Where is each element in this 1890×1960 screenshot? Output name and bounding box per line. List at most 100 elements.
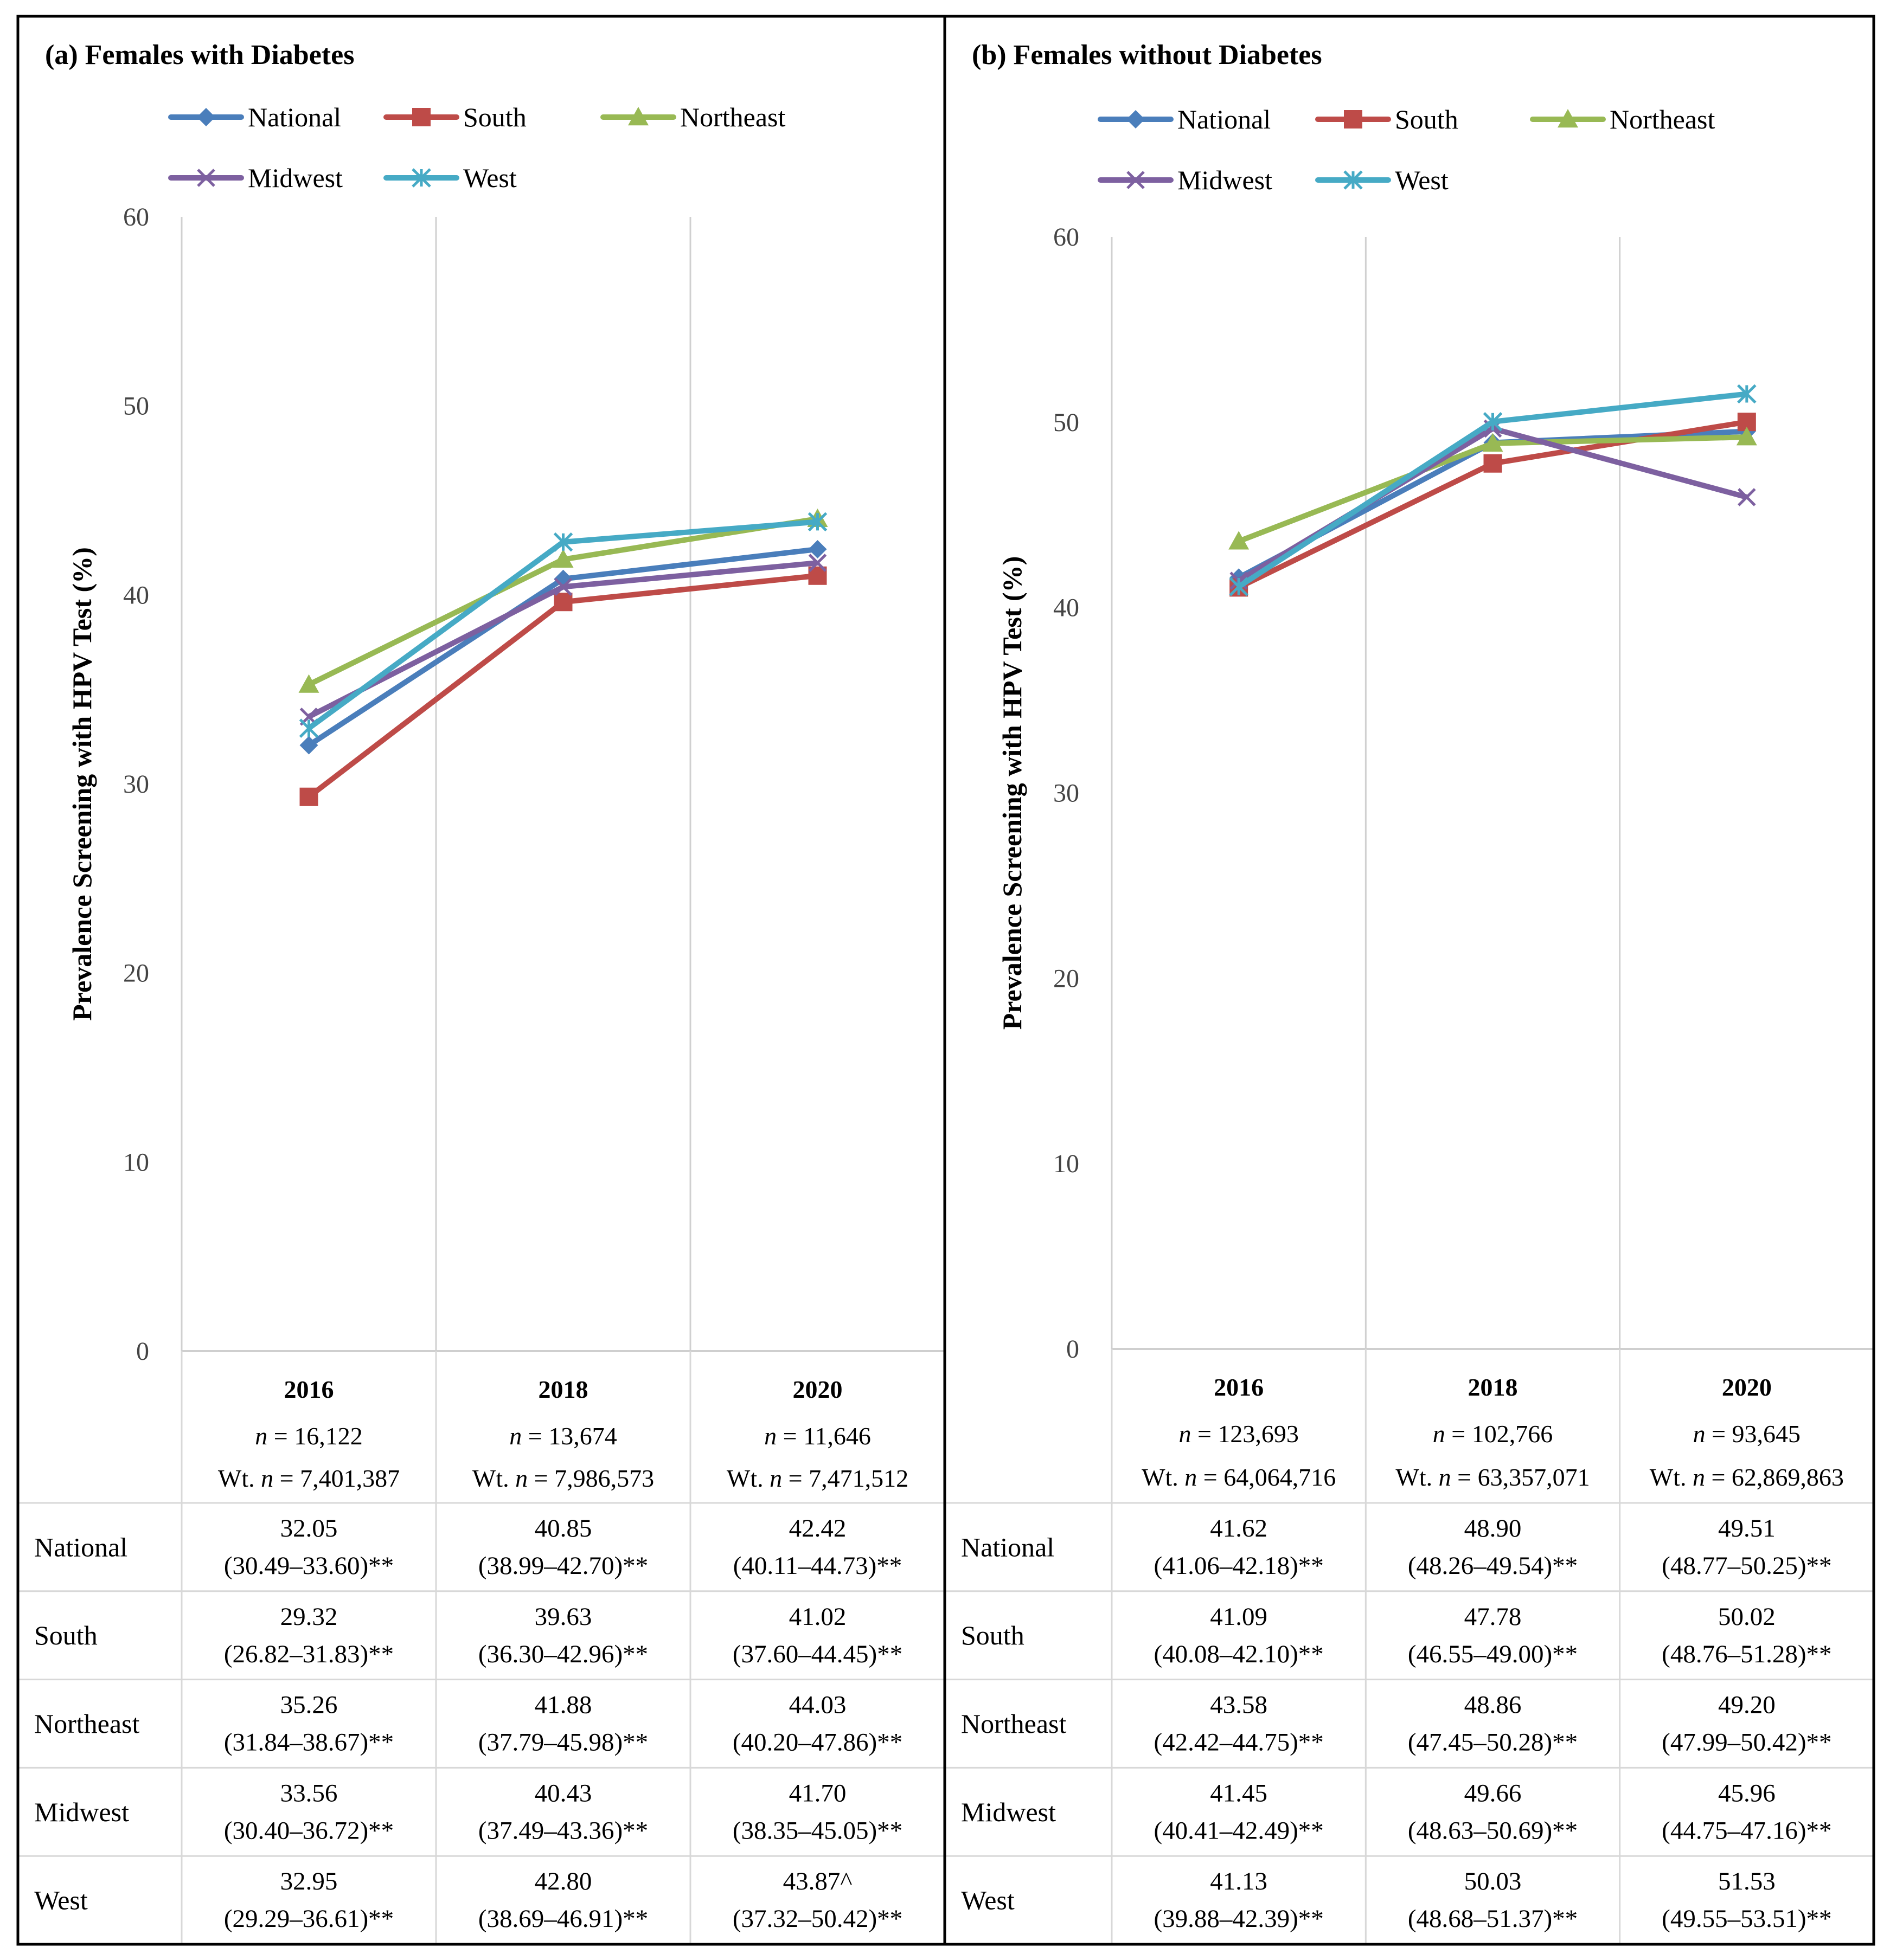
table-cell-ci: (31.84–38.67)** [224,1728,394,1757]
y-tick-label: 60 [123,203,149,232]
series-west [299,512,828,738]
y-tick-label: 10 [1053,1149,1079,1178]
table-cell-value: 41.45 [1210,1779,1267,1807]
table-cell-ci: (37.49–43.36)** [478,1816,648,1845]
legend-item-south: South [383,102,527,132]
point-midwest-2018 [554,577,573,596]
legend-marker-south [412,108,431,126]
table-cell-ci: (40.20–47.86)** [733,1728,902,1757]
point-northeast-2016 [1228,531,1250,550]
table-cell-ci: (48.63–50.69)** [1408,1816,1578,1845]
point-west-2018 [553,532,573,552]
y-tick-label: 0 [1066,1335,1079,1364]
table-cell-ci: (38.69–46.91)** [478,1905,648,1933]
weighted-sample-size-2020: Wt. n = 7,471,512 [727,1464,908,1492]
row-label-midwest: Midwest [961,1797,1056,1827]
table-cell-ci: (36.30–42.96)** [478,1640,648,1668]
legend-marker-northeast [628,107,649,126]
table-cell-ci: (40.41–42.49)** [1154,1816,1324,1845]
table-row: South 41.09 (40.08–42.10)** 47.78 (46.55–49.… [945,1590,1874,1668]
table-cell-ci: (48.26–49.54)** [1408,1552,1578,1580]
legend-label-northeast: Northeast [680,102,785,132]
point-northeast-2018 [1482,433,1503,452]
table-cell-value: 32.05 [280,1514,338,1543]
table-cell-value: 42.80 [535,1867,592,1895]
chart-title: (a) Females with Diabetes [45,40,354,70]
legend-marker-south [1344,110,1362,128]
row-label-northeast: Northeast [961,1708,1066,1739]
series-group [1228,384,1757,597]
row-label-midwest: Midwest [34,1797,129,1827]
table-cell-ci: (40.08–42.10)** [1154,1640,1324,1668]
table-cell-value: 40.85 [535,1514,592,1543]
table-row: South 29.32 (26.82–31.83)** 39.63 (36.30–42.… [18,1590,945,1668]
table-cell-value: 49.51 [1718,1514,1776,1543]
table-cell-value: 41.70 [789,1779,847,1807]
x-axis-table-header: 2016 n = 123,693 Wt. n = 64,064,716 2018 n =… [1142,1373,1844,1491]
chart-title: (b) Females without Diabetes [972,40,1322,70]
point-midwest-2020 [1738,488,1756,506]
y-tick-label: 40 [123,581,149,609]
sample-size-2020: n = 93,645 [1693,1420,1801,1448]
data-table: National 41.62 (41.06–42.18)** 48.90 (48.26–… [945,1502,1874,1933]
table-row: National 41.62 (41.06–42.18)** 48.90 (48.26–… [945,1502,1874,1580]
table-row: West 41.13 (39.88–42.39)** 50.03 (48.68–51.3… [945,1855,1874,1933]
legend-label-south: South [463,102,527,132]
legend-item-west: West [1315,165,1449,195]
table-cell-value: 41.09 [1210,1603,1267,1631]
table-cell-value: 42.42 [789,1514,847,1543]
table-cell-ci: (42.42–44.75)** [1154,1728,1324,1757]
sample-size-2020: n = 11,646 [764,1422,871,1450]
row-label-west: West [961,1885,1015,1916]
series-northeast [1228,427,1757,550]
gridlines [181,217,691,1351]
table-row: Midwest 41.45 (40.41–42.49)** 49.66 (48.63–5… [945,1766,1874,1845]
table-cell-value: 43.87^ [783,1867,853,1895]
point-northeast-2020 [1736,427,1757,446]
table-cell-ci: (48.77–50.25)** [1662,1552,1831,1580]
gridlines [1111,237,1621,1349]
table-row: Midwest 33.56 (30.40–36.72)** 40.43 (37.49–4… [18,1766,945,1845]
point-south-2018 [1483,454,1502,473]
legend-label-northeast: Northeast [1610,104,1715,134]
legend-item-west: West [383,163,517,193]
table-cell-ci: (44.75–47.16)** [1662,1816,1831,1845]
table-cell-value: 41.02 [789,1603,847,1631]
table-cell-ci: (48.68–51.37)** [1408,1905,1578,1933]
x-tick-label-2020: 2020 [1722,1373,1772,1401]
legend-label-national: National [1177,104,1271,134]
table-cell-value: 50.02 [1718,1603,1776,1631]
legend-label-west: West [463,163,517,193]
table-cell-ci: (39.88–42.39)** [1154,1905,1324,1933]
point-west-2018 [1483,412,1503,432]
point-south-2016 [299,787,318,806]
panel-b: (b) Females without Diabetes National Sout… [945,40,1874,1944]
x-tick-label-2016: 2016 [284,1376,334,1403]
legend-marker-west [1343,170,1363,190]
legend: National South Northeast Midwest West [1098,104,1715,195]
table-cell-ci: (38.35–45.05)** [733,1816,902,1845]
point-west-2020 [1737,384,1757,404]
table-cell-ci: (49.55–53.51)** [1662,1905,1831,1933]
sample-size-2018: n = 102,766 [1433,1420,1553,1448]
table-cell-value: 48.86 [1464,1691,1522,1719]
table-cell-ci: (38.99–42.70)** [478,1552,648,1580]
panel-a: (a) Females with Diabetes National South No… [18,40,945,1944]
legend-item-south: South [1315,104,1458,134]
table-cell-ci: (40.11–44.73)** [733,1552,902,1580]
x-tick-label-2018: 2018 [1468,1373,1518,1401]
series-midwest [299,554,827,726]
table-cell-ci: (37.32–50.42)** [733,1905,902,1933]
y-axis: 0 10 20 30 40 50 60 [1053,223,1079,1364]
y-tick-label: 60 [1053,223,1079,252]
data-table: National 32.05 (30.49–33.60)** 40.85 (38.99–… [18,1502,945,1933]
y-axis-label: Prevalence Screening with HPV Test (%) [67,547,97,1021]
legend: National South Northeast Midwest West [168,102,785,193]
table-cell-value: 47.78 [1464,1603,1522,1631]
table-cell-ci: (29.29–36.61)** [224,1905,394,1933]
x-axis-table-header: 2016 n = 16,122 Wt. n = 7,401,387 2018 n = 1… [218,1376,908,1492]
legend-item-northeast: Northeast [1530,104,1715,134]
legend-marker-northeast [1558,109,1578,128]
legend-marker-national [197,108,215,126]
legend-label-midwest: Midwest [1177,165,1272,195]
